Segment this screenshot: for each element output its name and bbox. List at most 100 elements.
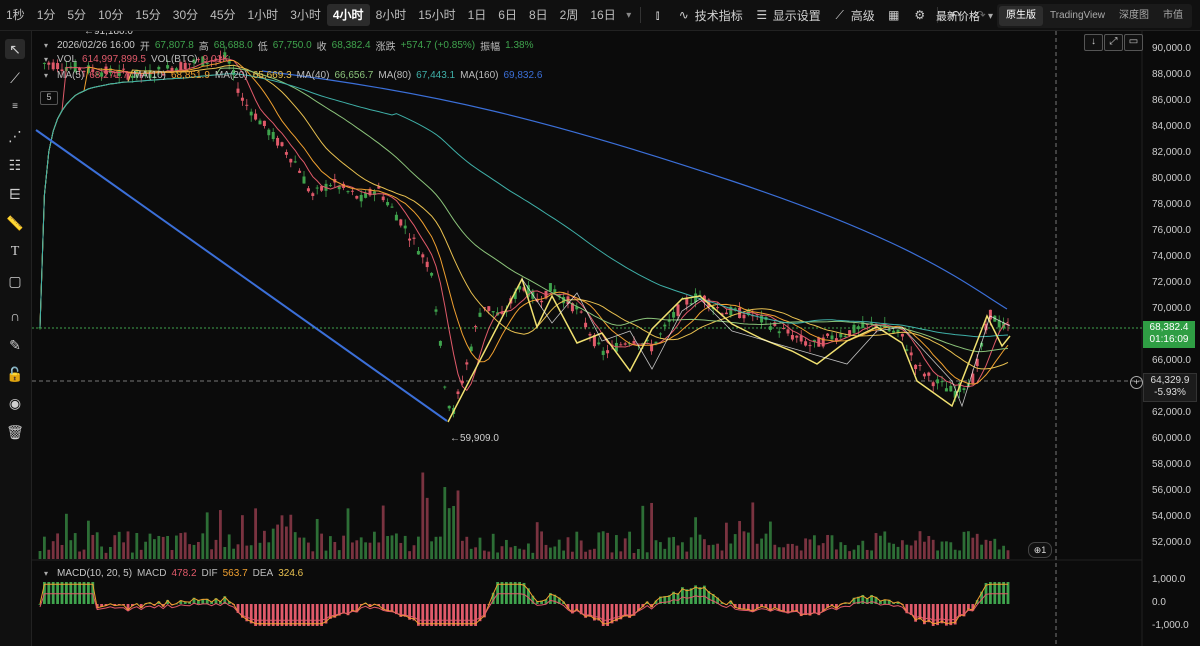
view-tab-1[interactable]: TradingView <box>1049 10 1105 21</box>
collapsed-indicators-badge[interactable]: 5 <box>40 91 58 105</box>
volume-bar <box>219 510 222 559</box>
text-tool-icon[interactable]: T <box>10 244 20 259</box>
timeframe-more-chevron-icon[interactable]: ▾ <box>626 9 632 21</box>
timeframe-0[interactable]: 1秒 <box>6 8 25 22</box>
timeframe-5[interactable]: 30分 <box>172 8 199 22</box>
gann-tool-icon[interactable]: ⋿ <box>8 186 22 202</box>
dea-value: 324.6 <box>278 568 304 579</box>
settings-button[interactable]: ⚙ <box>907 8 933 22</box>
scroll-down-button[interactable]: ↓ <box>1084 34 1103 51</box>
indicator-count-badge[interactable]: ⊕1 <box>1028 542 1052 558</box>
timeframe-2[interactable]: 5分 <box>67 8 87 22</box>
chart-area[interactable]: 90,000.0 88,000.0 86,000.0 84,000.0 82,000.0… <box>32 31 1200 646</box>
lock-icon[interactable]: 🔓 <box>6 366 24 382</box>
timeframe-15[interactable]: 2周 <box>559 8 579 22</box>
candle-body <box>245 104 249 106</box>
volume-bar <box>298 537 301 559</box>
macd-histogram-bar <box>386 604 389 612</box>
candle-body <box>95 74 99 76</box>
fullscreen-button[interactable]: ⤢ <box>1104 34 1123 51</box>
volume-bar <box>175 535 178 559</box>
display-settings-button[interactable]: ☰ 显示设置 <box>749 7 827 24</box>
candle-body <box>262 120 266 127</box>
macd-histogram-bar <box>241 604 244 618</box>
macd-histogram-bar <box>645 601 649 604</box>
advanced-chart-icon: ⟋ <box>835 8 844 22</box>
undo-button[interactable]: ↶ <box>942 8 968 22</box>
price-type-chevron-down-icon[interactable]: ▾ <box>987 10 993 22</box>
shape-tool-icon[interactable]: ▢ <box>8 273 22 289</box>
trash-icon[interactable]: 🗑 <box>6 424 24 440</box>
macd-histogram-bar <box>443 604 447 626</box>
price-type-select[interactable]: 最新价格 <box>935 11 980 23</box>
add-alert-plus-icon[interactable]: + <box>1130 376 1143 389</box>
legend-chevron-icon[interactable]: ▾ <box>44 41 49 50</box>
timeframe-12[interactable]: 1日 <box>467 8 487 22</box>
screenshot-button[interactable]: ▦ <box>881 8 907 22</box>
ma-label-3: MA(40) <box>296 70 330 81</box>
candle-body <box>78 67 82 71</box>
trendline-tool-icon[interactable]: ⟋ <box>10 70 20 86</box>
macd-histogram-bar <box>56 582 59 604</box>
candle-body <box>676 304 680 316</box>
magnet-icon[interactable]: ∩ <box>9 308 21 324</box>
advanced-button[interactable]: ⟋ 高级 <box>827 7 881 24</box>
ma-legend-chevron-icon[interactable]: ▾ <box>44 71 49 80</box>
timeframe-11[interactable]: 15小时 <box>418 8 456 22</box>
view-tab-2[interactable]: 深度图 <box>1119 10 1149 21</box>
timeframe-16[interactable]: 16日 <box>590 8 616 22</box>
timeframe-4[interactable]: 15分 <box>135 8 161 22</box>
redo-button[interactable]: ↷ <box>968 8 994 22</box>
pattern-tool-icon[interactable]: ⋰ <box>8 128 22 144</box>
candle-body <box>232 69 236 76</box>
volume-bar <box>144 541 147 559</box>
macd-histogram-bar <box>126 604 130 611</box>
volume-legend-chevron-icon[interactable]: ▾ <box>44 55 49 64</box>
timeframe-1[interactable]: 1分 <box>36 8 56 22</box>
volume-bar <box>337 550 341 559</box>
chart-type-button[interactable]: ⫾ <box>645 8 671 22</box>
candle-body <box>139 74 143 77</box>
volume-bar <box>826 534 829 559</box>
timeframe-7[interactable]: 1小时 <box>247 8 279 22</box>
candle-body <box>834 338 838 341</box>
macd-legend-chevron-icon[interactable]: ▾ <box>44 569 49 578</box>
pencil-lock-icon[interactable]: ✎ <box>9 337 21 353</box>
ruler-icon[interactable]: 📏 <box>6 215 24 231</box>
volume-bar <box>791 543 794 559</box>
timeframe-10[interactable]: 8小时 <box>375 8 407 22</box>
price-axis-label: 60,000.0 <box>1152 433 1191 444</box>
candle-body <box>518 286 522 290</box>
eye-icon[interactable]: ◉ <box>8 395 22 411</box>
window-button[interactable]: ▭ <box>1124 34 1143 51</box>
cursor-tool-icon[interactable]: ↖ <box>5 39 25 59</box>
volume-bar <box>276 524 279 559</box>
macd-histogram-bar <box>830 604 834 606</box>
macd-histogram-bar <box>249 604 253 624</box>
volume-bar <box>258 542 262 559</box>
volume-legend: ▾ VOL 614,997,899.5 VOL(BTC) 9.01K <box>44 54 229 65</box>
channel-tool-icon[interactable]: ☷ <box>8 157 22 173</box>
volume-bar <box>518 548 521 559</box>
ma160-line <box>261 70 1008 310</box>
volume-bar <box>131 552 134 559</box>
view-tab-0[interactable]: 原生版 <box>998 6 1043 26</box>
timeframe-9[interactable]: 4小时 <box>326 4 370 26</box>
timeframe-8[interactable]: 3小时 <box>290 8 321 22</box>
macd-histogram-bar <box>535 601 539 604</box>
timeframe-6[interactable]: 45分 <box>210 8 236 22</box>
timeframe-13[interactable]: 6日 <box>498 8 517 22</box>
indicators-button[interactable]: ∿ 技术指标 <box>671 7 749 24</box>
volume-bar <box>430 541 433 559</box>
timeframe-3[interactable]: 10分 <box>98 8 124 22</box>
macd-histogram-bar <box>650 604 653 608</box>
price-chart-svg[interactable]: 90,000.0 88,000.0 86,000.0 84,000.0 82,000.0… <box>32 31 1200 646</box>
macd-histogram-bar <box>967 604 970 610</box>
candle-body <box>179 62 183 70</box>
timeframe-14[interactable]: 8日 <box>528 8 548 22</box>
macd-histogram-bar <box>267 604 271 626</box>
view-tab-3[interactable]: 市值 <box>1163 10 1183 21</box>
fib-tool-icon[interactable]: ≡ <box>12 101 18 112</box>
timeframe-list: 1秒 1分 5分 10分 15分 30分 45分 1小时 3小时 4小时 8小时 15小时 1日 6日 8日… <box>0 4 622 26</box>
display-settings-label: 显示设置 <box>772 8 821 23</box>
